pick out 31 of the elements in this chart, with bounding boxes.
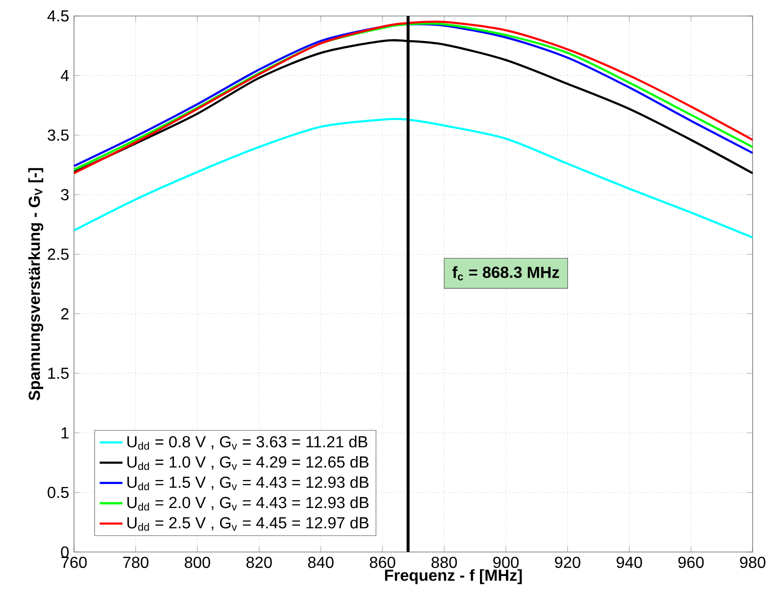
x-tick-label: 840 xyxy=(308,556,334,568)
y-axis-title: Spannungsverstärkung - G$_{V}$ [-] xyxy=(28,168,44,400)
x-tick-label: 900 xyxy=(493,556,519,568)
y-tick-label: 3.5 xyxy=(48,129,69,141)
x-tick-label: 880 xyxy=(432,556,457,568)
x-tick-label: 980 xyxy=(740,556,766,568)
x-tick-label: 940 xyxy=(616,556,642,568)
y-tick-label: 2 xyxy=(61,308,68,320)
x-tick-label: 820 xyxy=(246,556,272,568)
x-tick-label: 960 xyxy=(678,556,704,568)
y-tick-label: 3 xyxy=(61,189,69,200)
ref-line-label: f$_{c}$ = 868.3 MHz xyxy=(452,266,560,280)
y-tick-label: 1.5 xyxy=(48,368,69,379)
y-tick-label: 1 xyxy=(62,427,69,438)
x-tick-label: 860 xyxy=(370,556,396,568)
legend-label: U$_{dd}$ = 2.5 V , G$_{v}$ = 4.45 = 12.97 dB xyxy=(127,516,368,531)
x-tick-label: 920 xyxy=(554,556,580,568)
y-tick-label: 4 xyxy=(60,70,69,82)
x-tick-label: 780 xyxy=(123,556,148,568)
y-tick-label: 2.5 xyxy=(48,248,69,260)
y-tick-label: 0.5 xyxy=(48,486,69,498)
y-tick-label: 4.5 xyxy=(47,10,69,22)
x-tick-label: 800 xyxy=(184,556,210,568)
y-tick-label: 0 xyxy=(61,546,69,558)
legend-label: U$_{dd}$ = 1.0 V , G$_{v}$ = 4.29 = 12.65 dB xyxy=(127,456,368,470)
legend-label: U$_{dd}$ = 2.0 V , G$_{v}$ = 4.43 = 12.93 dB xyxy=(127,496,368,511)
line-series xyxy=(74,118,753,239)
legend-label: U$_{dd}$ = 1.5 V , G$_{v}$ = 4.43 = 12.93 dB xyxy=(127,476,368,490)
x-tick-label: 760 xyxy=(61,556,87,568)
x-axis-title: Frequenz - f [MHz] xyxy=(385,569,522,584)
legend-label: U$_{dd}$ = 0.8 V , G$_{v}$ = 3.63 = 11.21 dB xyxy=(127,436,368,450)
